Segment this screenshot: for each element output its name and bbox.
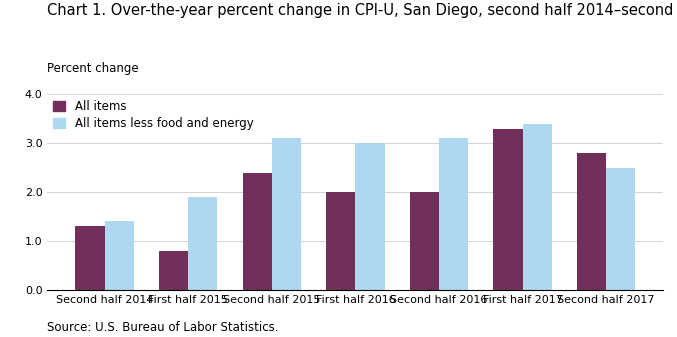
Bar: [272, 138, 301, 290]
Bar: [75, 226, 105, 290]
Bar: [439, 138, 468, 290]
Bar: [105, 221, 134, 290]
Bar: [410, 192, 439, 290]
Bar: [577, 153, 606, 290]
Text: Chart 1. Over-the-year percent change in CPI-U, San Diego, second half 2014–seco: Chart 1. Over-the-year percent change in…: [47, 3, 677, 19]
Bar: [494, 129, 523, 290]
Bar: [326, 192, 355, 290]
Text: Percent change: Percent change: [47, 62, 139, 75]
Text: Source: U.S. Bureau of Labor Statistics.: Source: U.S. Bureau of Labor Statistics.: [47, 320, 279, 334]
Bar: [159, 251, 188, 290]
Bar: [606, 167, 636, 290]
Bar: [523, 124, 552, 290]
Bar: [242, 173, 272, 290]
Legend: All items, All items less food and energy: All items, All items less food and energ…: [53, 100, 253, 130]
Bar: [188, 197, 217, 290]
Bar: [355, 143, 385, 290]
